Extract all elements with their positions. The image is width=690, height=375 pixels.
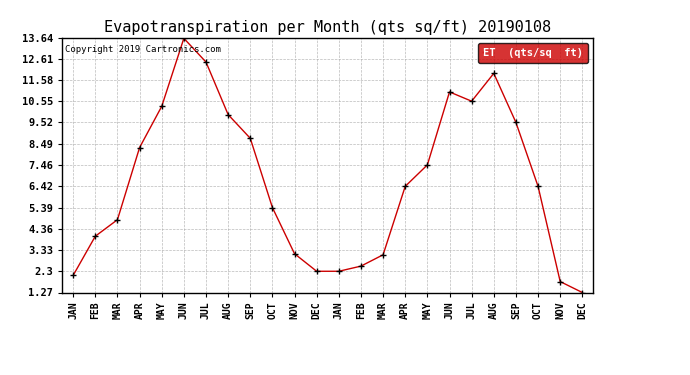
Legend: ET  (qts/sq  ft): ET (qts/sq ft) <box>477 43 588 63</box>
Title: Evapotranspiration per Month (qts sq/ft) 20190108: Evapotranspiration per Month (qts sq/ft)… <box>104 20 551 35</box>
Text: Copyright 2019 Cartronics.com: Copyright 2019 Cartronics.com <box>65 45 221 54</box>
